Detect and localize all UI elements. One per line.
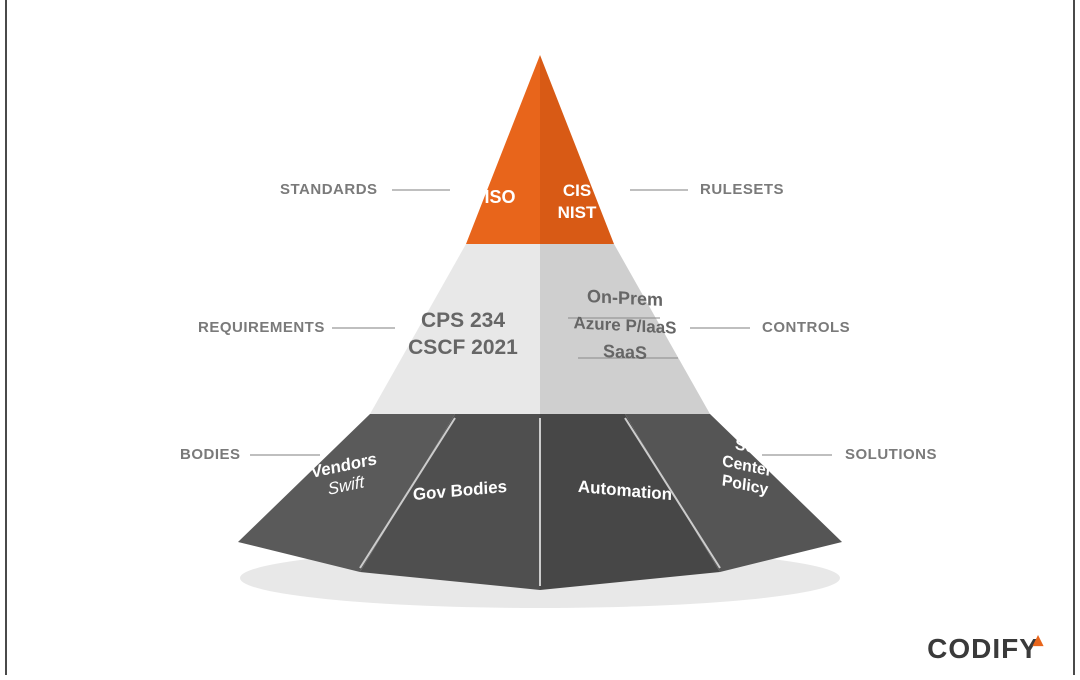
mid-right-text: On-Prem Azure P/IaaS SaaS xyxy=(555,281,695,370)
label-rulesets: RULESETS xyxy=(700,181,784,198)
top-right-text: CIS NIST xyxy=(547,180,607,224)
logo-codify: CODIFY▴ xyxy=(927,633,1050,665)
mid-left-text: CPS 234 CSCF 2021 xyxy=(393,307,533,362)
item-iso: ISO xyxy=(470,186,530,209)
item-cps234: CPS 234 xyxy=(393,307,533,334)
diagram-canvas: STANDARDS RULESETS REQUIREMENTS CONTROLS… xyxy=(0,0,1080,675)
item-cscf2021: CSCF 2021 xyxy=(393,334,533,361)
pyramid-svg xyxy=(0,0,1080,675)
item-cis: CIS xyxy=(547,180,607,202)
top-left-text: ISO xyxy=(470,186,530,209)
item-nist: NIST xyxy=(547,202,607,224)
label-solutions: SOLUTIONS xyxy=(845,446,937,463)
label-requirements: REQUIREMENTS xyxy=(198,319,325,336)
label-standards: STANDARDS xyxy=(280,181,378,198)
label-controls: CONTROLS xyxy=(762,319,850,336)
label-bodies: BODIES xyxy=(180,446,241,463)
logo-accent-icon: ▴ xyxy=(1033,629,1044,651)
logo-text: CODIFY xyxy=(927,633,1039,664)
